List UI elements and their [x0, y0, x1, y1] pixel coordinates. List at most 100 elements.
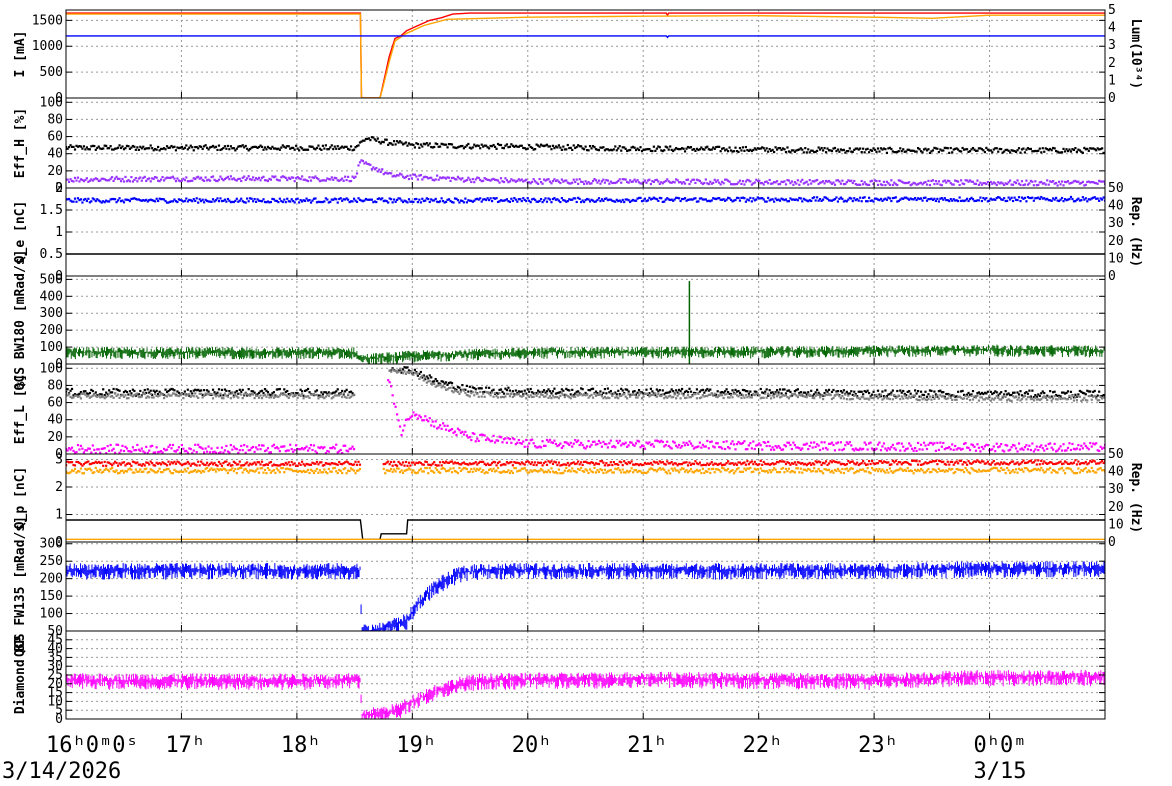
- data-point: [709, 388, 711, 390]
- data-point: [346, 389, 348, 391]
- data-point: [837, 148, 839, 150]
- data-point: [926, 396, 928, 398]
- data-point: [451, 428, 453, 430]
- data-point: [880, 394, 882, 396]
- data-point: [541, 183, 543, 185]
- data-point: [347, 176, 349, 178]
- data-point: [166, 449, 168, 451]
- data-point: [737, 390, 739, 392]
- data-point: [849, 147, 851, 149]
- data-point: [108, 147, 110, 149]
- data-point: [167, 446, 169, 448]
- data-point: [924, 181, 926, 183]
- data-point: [1077, 198, 1079, 200]
- data-point: [1058, 181, 1060, 183]
- data-point: [1024, 183, 1026, 185]
- data-point: [344, 445, 346, 447]
- data-point: [923, 394, 925, 396]
- data-point: [248, 388, 250, 390]
- data-point: [491, 440, 493, 442]
- data-point: [893, 394, 895, 396]
- data-point: [270, 201, 272, 203]
- data-point: [697, 200, 699, 202]
- data-point: [763, 183, 765, 185]
- series-current-0: [66, 13, 1105, 98]
- data-point: [1101, 198, 1103, 200]
- data-point: [495, 197, 497, 199]
- data-point: [694, 393, 696, 395]
- data-point: [383, 141, 385, 143]
- data-point: [562, 394, 564, 396]
- data-point: [613, 392, 615, 394]
- data-point: [696, 397, 698, 399]
- data-point: [469, 436, 471, 438]
- data-point: [874, 149, 876, 151]
- data-point: [525, 439, 527, 441]
- data-point: [807, 183, 809, 185]
- data-point: [316, 147, 318, 149]
- data-point: [478, 396, 480, 398]
- data-point: [1024, 197, 1026, 199]
- data-point: [207, 148, 209, 150]
- data-point: [75, 451, 77, 453]
- data-point: [151, 147, 153, 149]
- data-point: [904, 395, 906, 397]
- data-point: [739, 200, 741, 202]
- data-point: [801, 149, 803, 151]
- data-point: [976, 150, 978, 152]
- data-point: [1015, 395, 1017, 397]
- data-point: [381, 168, 383, 170]
- data-point: [277, 447, 279, 449]
- data-point: [504, 437, 506, 439]
- data-point: [718, 146, 720, 148]
- data-point: [494, 146, 496, 148]
- data-point: [481, 387, 483, 389]
- data-point: [481, 144, 483, 146]
- data-point: [717, 390, 719, 392]
- data-point: [242, 389, 244, 391]
- data-point: [697, 393, 699, 395]
- data-point: [395, 143, 397, 145]
- data-point: [86, 200, 88, 202]
- data-point: [104, 447, 106, 449]
- data-point: [877, 184, 879, 186]
- data-point: [375, 167, 377, 169]
- data-point: [317, 145, 319, 147]
- data-point: [476, 393, 478, 395]
- data-point: [265, 148, 267, 150]
- data-point: [246, 445, 248, 447]
- data-point: [726, 388, 728, 390]
- data-point: [507, 393, 509, 395]
- data-point: [927, 398, 929, 400]
- data-point: [726, 393, 728, 395]
- data-point: [261, 397, 263, 399]
- data-point: [776, 180, 778, 182]
- data-point: [834, 184, 836, 186]
- data-point: [203, 180, 205, 182]
- data-point: [1000, 148, 1002, 150]
- data-point: [644, 179, 646, 181]
- data-point: [251, 198, 253, 200]
- data-point: [240, 198, 242, 200]
- data-point: [472, 391, 474, 393]
- data-point: [420, 416, 422, 418]
- data-point: [479, 147, 481, 149]
- data-point: [154, 200, 156, 202]
- data-point: [645, 182, 647, 184]
- data-point: [843, 389, 845, 391]
- data-point: [752, 197, 754, 199]
- data-point: [353, 394, 355, 396]
- data-point: [500, 436, 502, 438]
- data-group: [65, 136, 1106, 187]
- data-point: [243, 176, 245, 178]
- data-point: [417, 373, 419, 375]
- data-point: [334, 447, 336, 449]
- data-point: [620, 150, 622, 152]
- data-point: [417, 143, 419, 145]
- data-point: [570, 397, 572, 399]
- data-point: [473, 181, 475, 183]
- data-point: [478, 145, 480, 147]
- data-point: [267, 391, 269, 393]
- data-point: [353, 149, 355, 151]
- data-point: [320, 149, 322, 151]
